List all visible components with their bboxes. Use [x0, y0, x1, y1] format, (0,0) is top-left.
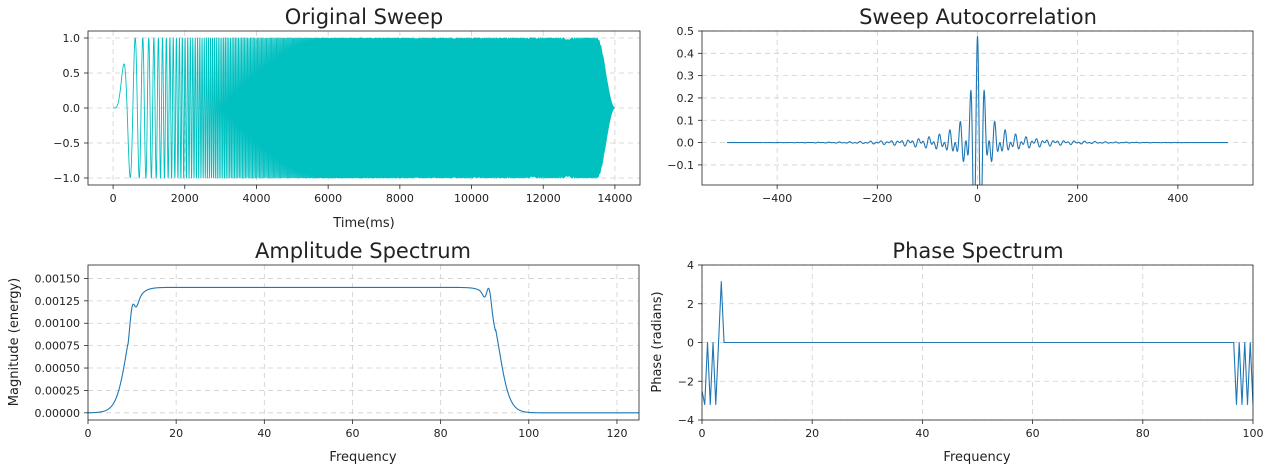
x-tick-label: 2000: [171, 192, 199, 205]
sweep-panel: 0 2000 4000 6000 8000 10000 12000 14000 −1.0 −0.5…: [53, 5, 641, 231]
y-tick-label: 0.0: [63, 102, 81, 115]
y-tick-label: −4: [678, 414, 694, 427]
y-tick-label: 0.00100: [35, 317, 81, 330]
y-axis-label: Phase (radians): [650, 291, 665, 392]
y-tick-label: 4: [687, 259, 694, 272]
y-tick-label: 0.00150: [35, 272, 81, 285]
y-tick-label: 0.5: [677, 25, 695, 38]
x-tick-label: 120: [606, 427, 627, 440]
x-tick-label: 400: [1167, 192, 1188, 205]
y-tick-label: −0.5: [53, 137, 80, 150]
y-tick-label: 0.5: [63, 67, 81, 80]
y-tick-label: 1.0: [63, 32, 81, 45]
y-tick-label: −1.0: [53, 172, 80, 185]
phase-spectrum-panel: 0 20 40 60 80 100 −4 −2 0 2 4 Phase Spectrum Frequen…: [650, 239, 1264, 465]
x-tick-label: 20: [805, 427, 819, 440]
x-tick-label: 14000: [597, 192, 632, 205]
y-tick-label: 0.00000: [35, 407, 81, 420]
x-tick-label: 100: [518, 427, 539, 440]
chart-title: Amplitude Spectrum: [255, 239, 471, 263]
y-tick-label: 0.00050: [35, 362, 81, 375]
x-tick-label: 10000: [454, 192, 489, 205]
x-tick-label: 20: [169, 427, 183, 440]
y-tick-label: 0.00025: [35, 384, 81, 397]
x-tick-label: 0: [699, 427, 706, 440]
x-tick-label: 0: [85, 427, 92, 440]
y-axis-label: Magnitude (energy): [7, 278, 22, 406]
y-tick-label: 0.3: [677, 70, 695, 83]
series-line: [726, 36, 1229, 185]
series-line: [112, 37, 616, 179]
y-tick-label: 0.2: [677, 92, 695, 105]
x-axis-label: Time(ms): [332, 216, 394, 231]
x-tick-label: 0: [974, 192, 981, 205]
plot-frame: [87, 264, 640, 421]
y-tick-label: −2: [678, 375, 694, 388]
x-tick-label: 80: [434, 427, 448, 440]
y-tick-label: 0: [687, 337, 694, 350]
y-tick-label: −0.1: [667, 159, 694, 172]
x-tick-label: 60: [1026, 427, 1040, 440]
x-tick-label: 40: [915, 427, 929, 440]
x-tick-label: 60: [345, 427, 359, 440]
x-tick-label: 100: [1243, 427, 1264, 440]
series-line: [88, 286, 639, 414]
x-tick-label: 200: [1067, 192, 1088, 205]
y-tick-label: 0.00075: [35, 340, 81, 353]
x-tick-label: −200: [862, 192, 892, 205]
chart-title: Sweep Autocorrelation: [859, 5, 1097, 29]
chart-title: Original Sweep: [285, 5, 444, 29]
x-tick-label: 8000: [386, 192, 414, 205]
x-tick-label: 80: [1136, 427, 1150, 440]
x-tick-label: 6000: [314, 192, 342, 205]
y-tick-label: 0.00125: [35, 295, 81, 308]
y-tick-label: 2: [687, 298, 694, 311]
y-tick-label: 0.1: [677, 114, 695, 127]
y-tick-label: 0.4: [677, 47, 695, 60]
x-axis-label: Frequency: [329, 450, 396, 465]
y-tick-label: 0.0: [677, 137, 695, 150]
x-tick-label: −400: [762, 192, 792, 205]
x-tick-label: 12000: [526, 192, 561, 205]
amplitude-spectrum-panel: 0 20 40 60 80 100 120 0.00000 0.00025 0.00050 0.00…: [7, 239, 640, 465]
chart-title: Phase Spectrum: [892, 239, 1063, 263]
x-axis-label: Frequency: [943, 450, 1010, 465]
x-tick-label: 0: [110, 192, 117, 205]
x-tick-label: 40: [257, 427, 271, 440]
series-line: [702, 281, 1253, 406]
autocorrelation-panel: −400 −200 0 200 400 −0.1 0.0 0.1 0.2 0.3 0.4 0.5 Swe…: [667, 5, 1254, 205]
x-tick-label: 4000: [242, 192, 270, 205]
